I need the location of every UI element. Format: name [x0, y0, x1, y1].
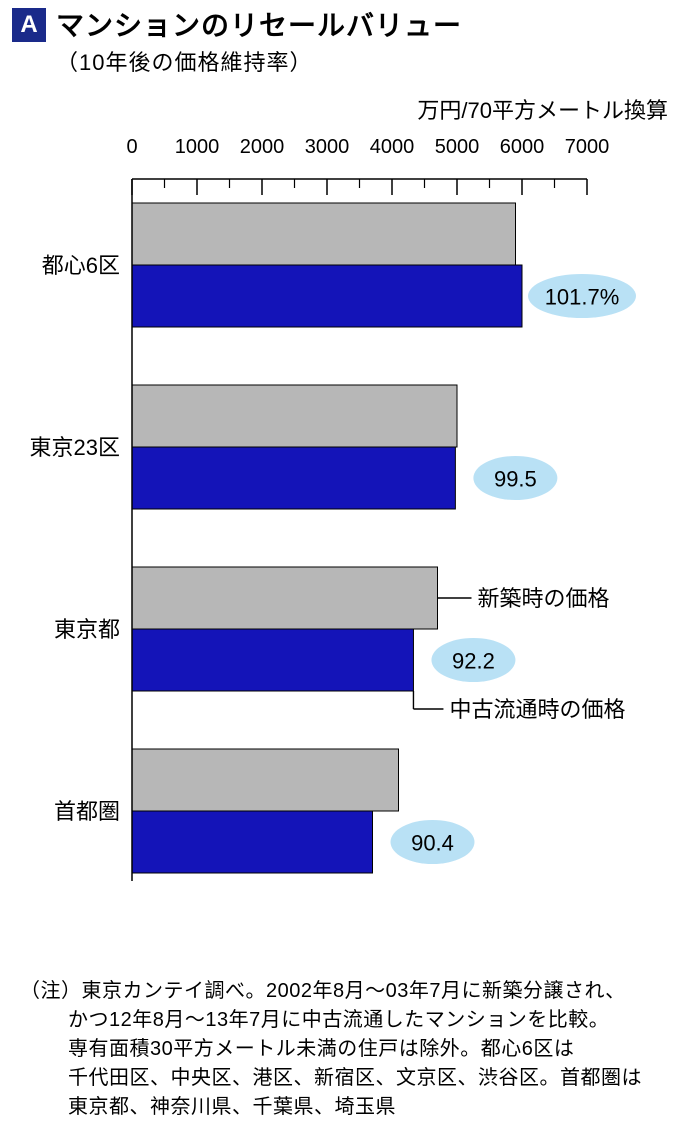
bar-used-price [132, 447, 455, 509]
page-subtitle: （10年後の価格維持率） [56, 45, 678, 77]
x-tick-label: 2000 [240, 136, 285, 158]
bar-used-price [132, 629, 413, 691]
pct-label: 90.4 [411, 831, 454, 856]
footnote-line: 東京都、神奈川県、千葉県、埼玉県 [20, 1093, 670, 1122]
x-tick-label: 6000 [500, 136, 545, 158]
x-tick-label: 3000 [305, 136, 350, 158]
page-title: マンションのリセールバリュー [56, 8, 462, 43]
footnote-line: かつ12年8月～13年7月に中古流通したマンションを比較。 [20, 1006, 670, 1035]
footnote-line: 専有面積30平方メートル未満の住戸は除外。都心6区は [20, 1035, 670, 1064]
x-tick-label: 5000 [435, 136, 480, 158]
x-tick-label: 0 [126, 136, 137, 158]
category-label: 首都圏 [54, 799, 120, 824]
category-label: 東京23区 [30, 435, 120, 460]
bar-used-price [132, 265, 522, 327]
section-badge: A [12, 8, 46, 42]
legend-used-price: 中古流通時の価格 [449, 697, 625, 722]
pct-label: 99.5 [494, 467, 537, 492]
bar-used-price [132, 811, 373, 873]
footnote-lead: （注） [20, 980, 82, 1002]
x-tick-label: 1000 [175, 136, 220, 158]
bar-new-price [132, 385, 457, 447]
category-label: 東京都 [54, 617, 120, 642]
bar-new-price [132, 749, 399, 811]
pct-label: 92.2 [452, 649, 495, 674]
legend-new-price: 新築時の価格 [478, 586, 610, 611]
bar-new-price [132, 567, 438, 629]
footnote-line: 東京カンテイ調べ。2002年8月～03年7月に新築分譲され、 [82, 980, 626, 1002]
x-tick-label: 7000 [565, 136, 610, 158]
footnote: （注）東京カンテイ調べ。2002年8月～03年7月に新築分譲され、 かつ12年8… [12, 971, 678, 1122]
footnote-line: 千代田区、中央区、港区、新宿区、文京区、渋谷区。首都圏は [20, 1064, 670, 1093]
bar-new-price [132, 203, 516, 265]
x-tick-label: 4000 [370, 136, 415, 158]
pct-label: 101.7% [545, 285, 620, 310]
x-axis-unit-label: 万円/70平方メートル換算 [12, 93, 678, 125]
category-label: 都心6区 [42, 253, 120, 278]
bar-chart: 0 1000 2000 3000 4000 5000 6000 7000 都心6区 101.7% 東… [12, 131, 678, 971]
